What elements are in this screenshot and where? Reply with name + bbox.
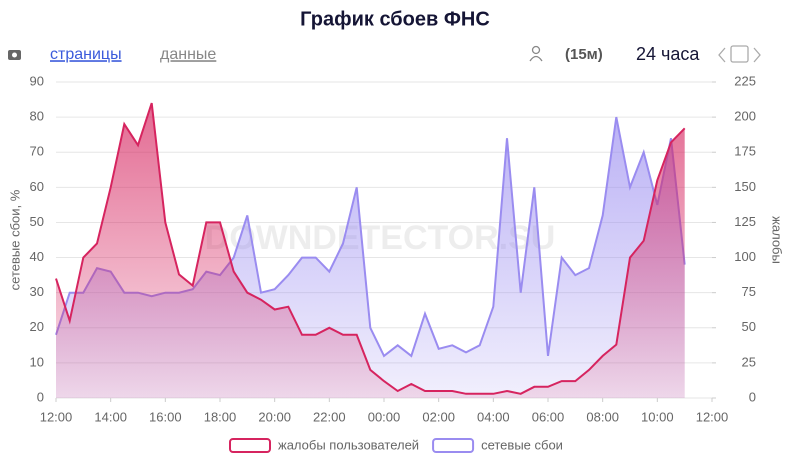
user-icon[interactable] [529, 45, 543, 62]
y2-tick-label: 50 [742, 319, 756, 334]
y2-tick-label: 200 [734, 109, 756, 124]
x-tick-label: 02:00 [422, 409, 455, 424]
y-tick-label: 70 [30, 144, 44, 159]
y2-tick-label: 125 [734, 214, 756, 229]
legend-swatch [229, 438, 271, 453]
interval[interactable]: (15м) [565, 46, 603, 63]
y2-tick-label: 100 [734, 249, 756, 264]
y2-tick-label: 75 [742, 284, 756, 299]
y-axis-title: сетевые сбои, % [7, 189, 22, 290]
y-tick-label: 50 [30, 214, 44, 229]
y-tick-label: 90 [30, 73, 44, 88]
y-tick-label: 80 [30, 109, 44, 124]
x-tick-label: 18:00 [204, 409, 237, 424]
range[interactable]: 24 часа [636, 44, 700, 64]
x-tick-label: 12:00 [696, 409, 729, 424]
y-tick-label: 30 [30, 284, 44, 299]
calendar-icon[interactable] [718, 45, 761, 63]
y-tick-label: 40 [30, 249, 44, 264]
tab[interactable]: данные [160, 46, 216, 63]
x-tick-label: 14:00 [94, 409, 127, 424]
line [55, 102, 686, 395]
y-tick-label: 10 [30, 354, 44, 369]
y2-axis-title: жалобы [770, 216, 785, 264]
y2-tick-label: 150 [734, 179, 756, 194]
x-tick-label: 16:00 [149, 409, 182, 424]
area-fill [56, 103, 685, 398]
x-tick-label: 04:00 [477, 409, 510, 424]
y-tick-label: 20 [30, 319, 44, 334]
y-tick-label: 0 [37, 389, 44, 404]
x-tick-label: 00:00 [368, 409, 401, 424]
y2-tick-label: 0 [749, 389, 756, 404]
legend-label: жалобы пользователей [278, 437, 419, 452]
x-tick-label: 12:00 [40, 409, 73, 424]
chart-title: График сбоев ФНС [300, 8, 490, 30]
legend-swatch [432, 438, 475, 453]
camera-icon[interactable] [8, 50, 21, 60]
x-tick-label: 20:00 [258, 409, 291, 424]
y2-tick-label: 25 [742, 354, 756, 369]
x-tick-label: 08:00 [586, 409, 619, 424]
x-tick-label: 10:00 [641, 409, 674, 424]
tab[interactable]: страницы [50, 46, 122, 63]
y2-tick-label: 175 [734, 144, 756, 159]
y-tick-label: 60 [30, 179, 44, 194]
x-tick-label: 06:00 [532, 409, 565, 424]
x-tick-label: 22:00 [313, 409, 346, 424]
legend-label: сетевые сбои [481, 437, 563, 452]
y2-tick-label: 225 [734, 73, 756, 88]
